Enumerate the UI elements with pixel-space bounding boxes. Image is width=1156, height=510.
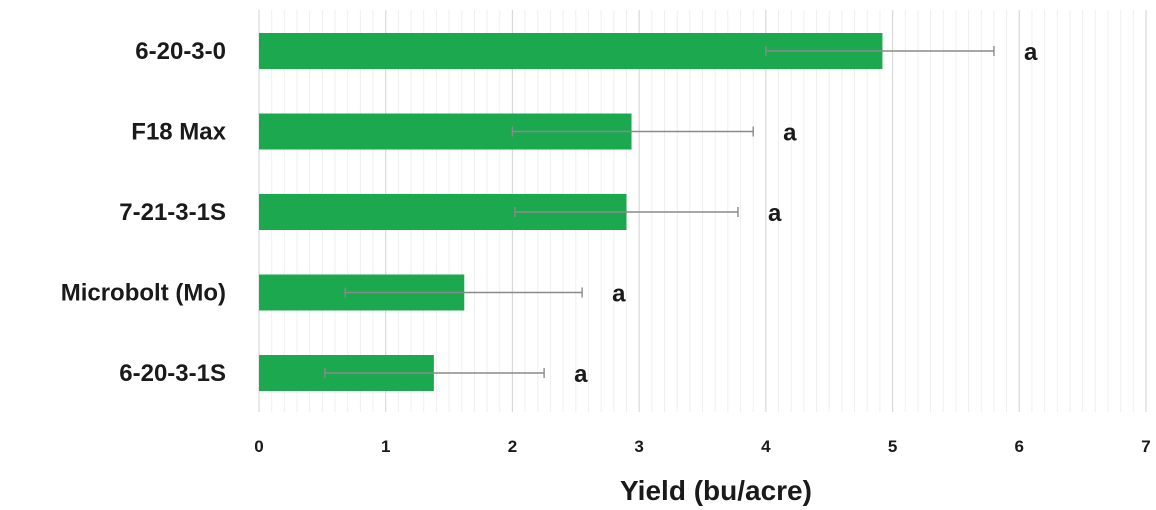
x-tick-label-6: 6 <box>1015 437 1024 456</box>
x-tick-label-2: 2 <box>508 437 517 456</box>
significance-letter-1: a <box>783 120 797 147</box>
x-tick-label-4: 4 <box>761 437 771 456</box>
x-tick-label-3: 3 <box>634 437 643 456</box>
category-label-2: 7-21-3-1S <box>119 199 226 226</box>
bar-layer <box>259 33 883 391</box>
category-label-1: F18 Max <box>131 119 226 146</box>
significance-letter-0: a <box>1024 39 1038 66</box>
x-axis-title: Yield (bu/acre) <box>620 475 812 506</box>
category-label-0: 6-20-3-0 <box>135 38 226 65</box>
significance-letter-2: a <box>768 200 782 227</box>
x-tick-label-0: 0 <box>254 437 263 456</box>
significance-letter-3: a <box>612 281 626 308</box>
x-tick-label-5: 5 <box>888 437 897 456</box>
x-tick-label-1: 1 <box>381 437 390 456</box>
significance-letter-4: a <box>574 361 588 388</box>
category-label-3: Microbolt (Mo) <box>61 280 226 307</box>
category-label-4: 6-20-3-1S <box>119 360 226 387</box>
label-layer: 6-20-3-0 a F18 Max a 7-21-3-1S a Microbolt (Mo… <box>61 38 1151 456</box>
error-bar-layer <box>324 46 995 378</box>
x-tick-label-7: 7 <box>1141 437 1150 456</box>
